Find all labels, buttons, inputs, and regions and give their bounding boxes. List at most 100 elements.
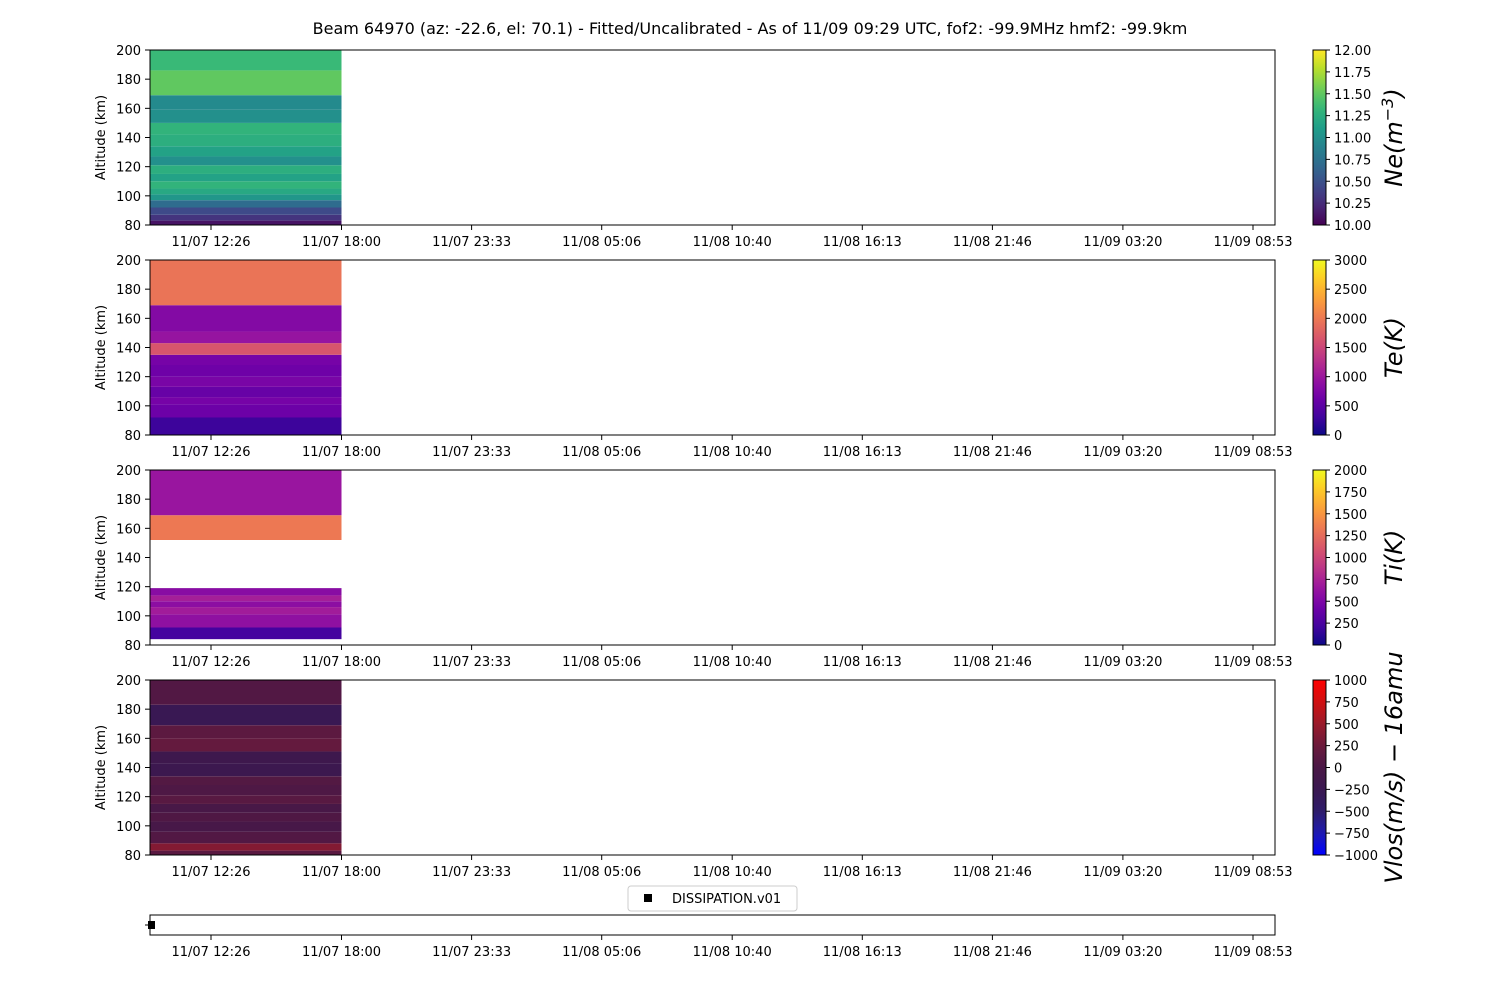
heatmap-cell [150, 776, 342, 785]
colorbar-tick-label: 1500 [1334, 508, 1367, 523]
colorbar-tick-label: −750 [1334, 827, 1370, 842]
colorbar: 0 500 1000 1500 2000 2500 3000 Te(K) [1312, 254, 1408, 444]
colorbar: 0 250 500 750 1000 1250 1500 1750 2000 Ti(K) [1312, 464, 1408, 654]
x-tick-label: 11/07 12:26 [171, 945, 250, 960]
y-tick-label: 180 [116, 493, 141, 508]
colorbar-tick-label: 1750 [1334, 486, 1367, 501]
colorbar-label: Ti(K) [1380, 530, 1408, 586]
heatmap-cell [150, 95, 342, 110]
heatmap-cell [150, 260, 342, 306]
colorbar-tick-label: 1000 [1334, 552, 1367, 567]
colorbar-fill [1313, 680, 1326, 855]
x-tick-label: 11/08 16:13 [823, 655, 902, 670]
heatmap-cell [150, 343, 342, 355]
x-tick-label: 11/09 03:20 [1083, 445, 1162, 460]
x-tick-label: 11/08 16:13 [823, 445, 902, 460]
heatmap-cell [150, 795, 342, 804]
x-tick-label: 11/08 05:06 [562, 865, 641, 880]
colorbar-tick-label: 250 [1334, 617, 1359, 632]
scatter-panel: DISSIPATION.v01 11/07 12:26 11/07 18:00 11/… [145, 885, 1293, 960]
x-tick-label: 11/08 21:46 [953, 235, 1032, 250]
heatmap-cell [150, 109, 342, 123]
y-tick-label: 100 [116, 190, 141, 205]
x-tick-label: 11/09 08:53 [1213, 445, 1292, 460]
y-axis-label: Altitude (km) [94, 305, 109, 390]
y-tick-label: 200 [116, 254, 141, 269]
x-tick-label: 11/08 16:13 [823, 235, 902, 250]
heatmap-cell [150, 50, 342, 71]
y-tick-label: 100 [116, 820, 141, 835]
heatmap-cell [150, 785, 342, 796]
colorbar-tick-label: 1500 [1334, 342, 1367, 357]
y-tick-label: 200 [116, 464, 141, 479]
colorbar-tick-label: 10.75 [1334, 153, 1371, 168]
heatmap-cell [150, 831, 342, 844]
legend: DISSIPATION.v01 [627, 885, 798, 912]
colorbar-tick-label: 1000 [1334, 371, 1367, 386]
heatmap-cell [150, 376, 342, 387]
x-tick-label: 11/08 05:06 [562, 655, 641, 670]
heatmap-cell [150, 404, 342, 418]
heatmap-cell [150, 614, 342, 628]
x-tick-label: 11/08 10:40 [693, 865, 772, 880]
heatmap-cell [150, 146, 342, 157]
y-tick-label: 140 [116, 762, 141, 777]
heatmap-cell [150, 601, 342, 608]
y-tick-label: 180 [116, 73, 141, 88]
y-tick-label: 120 [116, 581, 141, 596]
colorbar-tick-label: 2000 [1334, 464, 1367, 479]
colorbar-tick-label: 11.50 [1334, 88, 1371, 103]
x-tick-label: 11/09 08:53 [1213, 865, 1292, 880]
heatmap-cell [150, 803, 342, 813]
x-tick-label: 11/07 12:26 [171, 235, 250, 250]
colorbar-tick-label: 2000 [1334, 312, 1367, 327]
x-tick-label: 11/07 23:33 [432, 945, 511, 960]
x-tick-label: 11/09 08:53 [1213, 235, 1292, 250]
x-tick-label: 11/09 03:20 [1083, 865, 1162, 880]
colorbar-tick-label: 1000 [1334, 674, 1367, 689]
x-tick-label: 11/09 03:20 [1083, 945, 1162, 960]
y-tick-label: 160 [116, 522, 141, 537]
colorbar-tick-label: 0 [1334, 639, 1342, 654]
y-tick-label: 120 [116, 371, 141, 386]
y-tick-label: 120 [116, 161, 141, 176]
x-tick-label: 11/09 03:20 [1083, 235, 1162, 250]
colorbar-fill [1313, 260, 1326, 435]
y-tick-label: 200 [116, 44, 141, 59]
colorbar-tick-label: 750 [1334, 573, 1359, 588]
heatmap-panel: 80 100 120 140 160 180 200 Altitude (km) 11/07 1… [94, 464, 1408, 670]
heatmap-cell [150, 588, 342, 596]
x-tick-label: 11/08 10:40 [693, 235, 772, 250]
heatmap-cell [150, 365, 342, 377]
legend-box [627, 885, 798, 912]
y-tick-label: 80 [124, 849, 141, 864]
colorbar-label-exponent: −3 [1378, 98, 1397, 122]
heatmap-cell [150, 156, 342, 166]
heatmap-cell [150, 122, 342, 135]
heatmap-cell [150, 595, 342, 602]
heatmap-cell [150, 220, 342, 225]
legend-marker [644, 894, 652, 902]
y-axis-label: Altitude (km) [94, 725, 109, 810]
x-tick-label: 11/07 18:00 [302, 235, 381, 250]
y-tick-label: 140 [116, 342, 141, 357]
colorbar-tick-label: 250 [1334, 740, 1359, 755]
x-tick-label: 11/08 05:06 [562, 945, 641, 960]
heatmap-cell [150, 704, 342, 726]
colorbar-tick-label: 11.25 [1334, 110, 1371, 125]
colorbar-label: Vlos(m/s) − 16amu [1380, 651, 1408, 883]
colorbar-fill [1313, 470, 1326, 645]
heatmap-cell [150, 751, 342, 764]
heatmap-cell [150, 165, 342, 174]
x-tick-label: 11/09 08:53 [1213, 945, 1292, 960]
colorbar-tick-label: 10.25 [1334, 197, 1371, 212]
colorbar-fill [1313, 50, 1326, 225]
legend-label: DISSIPATION.v01 [672, 892, 781, 907]
colorbar-tick-label: 3000 [1334, 254, 1367, 269]
colorbar-label-close: ) [1380, 88, 1408, 99]
x-tick-label: 11/07 12:26 [171, 865, 250, 880]
x-tick-label: 11/07 18:00 [302, 945, 381, 960]
colorbar-tick-label: 500 [1334, 595, 1359, 610]
colorbar-label-base: Ne(m [1380, 121, 1408, 186]
